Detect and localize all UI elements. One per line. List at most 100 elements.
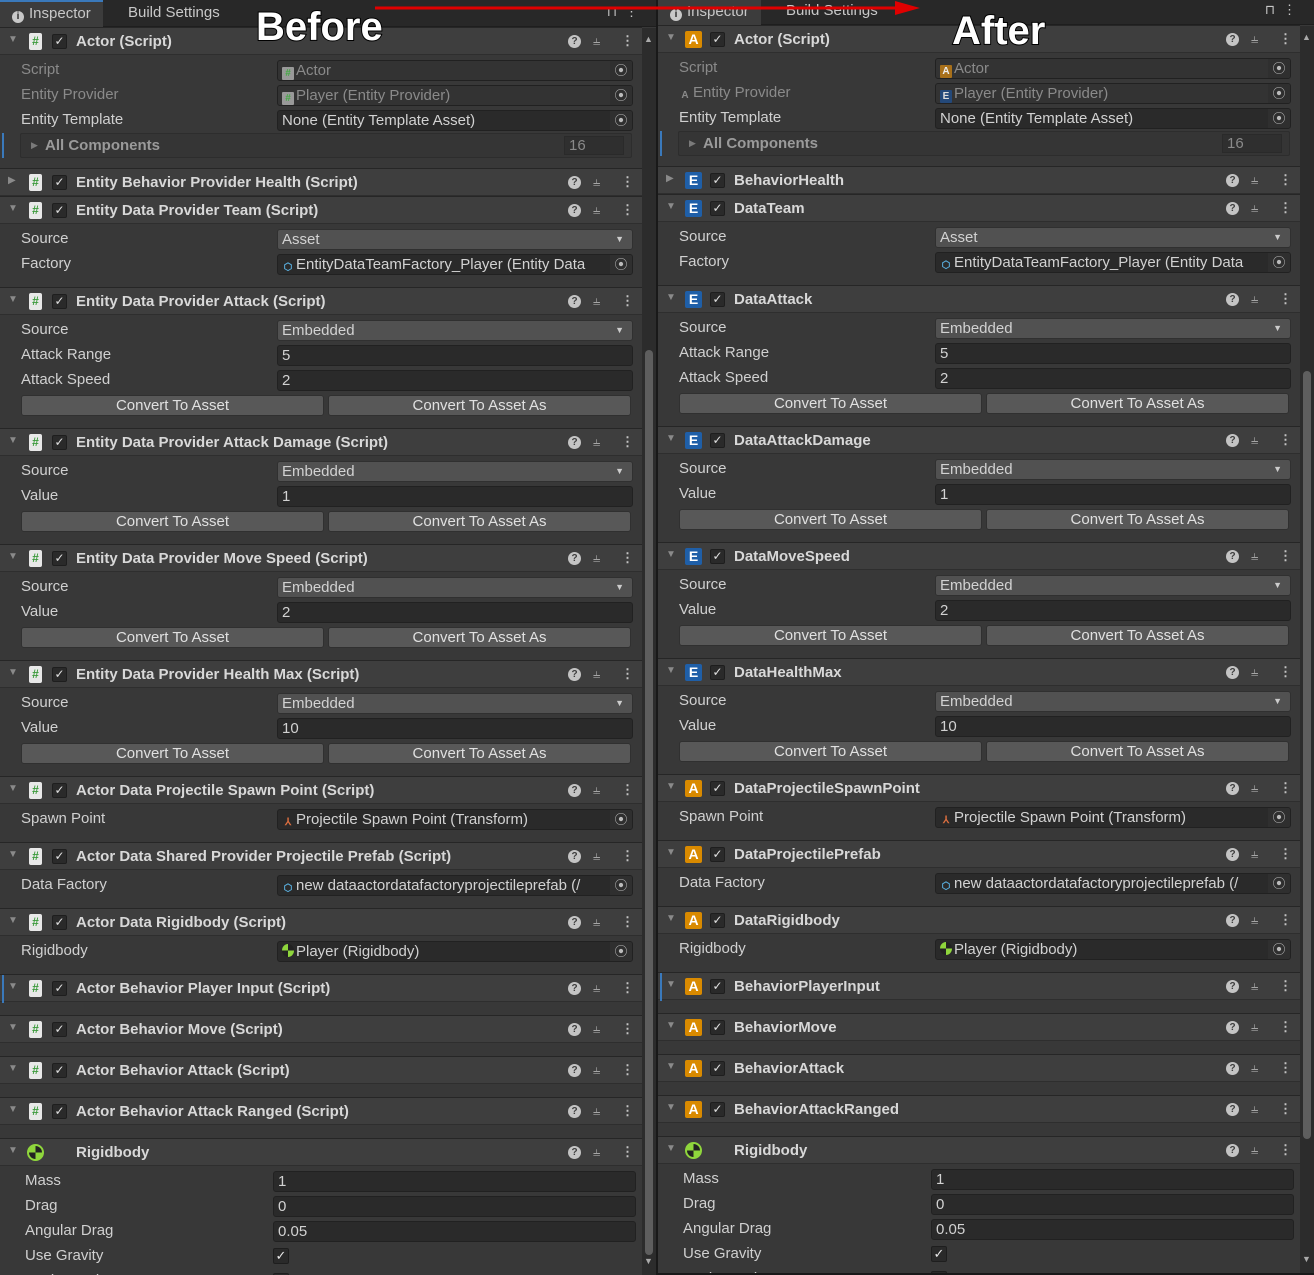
component-menu-icon[interactable]: ⋮ [621, 202, 634, 217]
scrollbar-thumb[interactable] [1303, 371, 1311, 1139]
component-menu-icon[interactable]: ⋮ [1279, 1019, 1292, 1034]
enabled-checkbox[interactable]: ✓ [710, 979, 725, 994]
presets-icon[interactable]: ⫨ [1251, 780, 1259, 795]
foldout-expanded-icon[interactable]: ▼ [8, 551, 18, 562]
object-picker-icon[interactable]: ⦿ [1268, 874, 1290, 893]
help-icon[interactable]: ? [1226, 202, 1239, 215]
enabled-checkbox[interactable]: ✓ [710, 781, 725, 796]
help-icon[interactable]: ? [1226, 434, 1239, 447]
component-header[interactable]: ▼ # ✓ Actor Behavior Attack (Script) ? ⫨ ⋮ [0, 1056, 642, 1084]
number-field[interactable]: 1 [273, 1171, 636, 1192]
tab-build-settings[interactable]: Build Settings [128, 4, 220, 21]
component-header[interactable]: ▼ Rigidbody ? ⫨ ⋮ [0, 1138, 642, 1166]
component-menu-icon[interactable]: ⋮ [621, 1021, 634, 1036]
help-icon[interactable]: ? [568, 436, 581, 449]
presets-icon[interactable]: ⫨ [593, 202, 601, 217]
help-icon[interactable]: ? [568, 176, 581, 189]
convert-to-asset-button[interactable]: Convert To Asset [679, 625, 982, 646]
object-field[interactable]: Player (Rigidbody) ⦿ [935, 939, 1291, 960]
help-icon[interactable]: ? [1226, 782, 1239, 795]
foldout-collapsed-icon[interactable]: ▶ [666, 173, 674, 184]
enabled-checkbox[interactable]: ✓ [710, 1102, 725, 1117]
object-picker-icon[interactable]: ⦿ [1268, 109, 1290, 128]
presets-icon[interactable]: ⫨ [593, 782, 601, 797]
foldout-expanded-icon[interactable]: ▼ [8, 981, 18, 992]
component-menu-icon[interactable]: ⋮ [1279, 200, 1292, 215]
component-header[interactable]: ▶ E ✓ BehaviorHealth ? ⫨ ⋮ [658, 166, 1300, 194]
source-dropdown[interactable]: Asset ▼ [277, 229, 633, 250]
presets-icon[interactable]: ⫨ [593, 666, 601, 681]
presets-icon[interactable]: ⫨ [593, 33, 601, 48]
component-menu-icon[interactable]: ⋮ [621, 33, 634, 48]
foldout-expanded-icon[interactable]: ▼ [8, 915, 18, 926]
enabled-checkbox[interactable]: ✓ [710, 173, 725, 188]
presets-icon[interactable]: ⫨ [1251, 1019, 1259, 1034]
enabled-checkbox[interactable]: ✓ [710, 433, 725, 448]
enabled-checkbox[interactable]: ✓ [52, 203, 67, 218]
object-picker-icon[interactable]: ⦿ [610, 876, 632, 895]
foldout-expanded-icon[interactable]: ▼ [8, 849, 18, 860]
object-picker-icon[interactable]: ⦿ [1268, 59, 1290, 78]
object-field[interactable]: Player (Rigidbody) ⦿ [277, 941, 633, 962]
foldout-expanded-icon[interactable]: ▼ [666, 665, 676, 676]
component-menu-icon[interactable]: ⋮ [1279, 978, 1292, 993]
component-header[interactable]: ▼ Rigidbody ? ⫨ ⋮ [658, 1136, 1300, 1164]
object-field[interactable]: ⬡ EntityDataTeamFactory_Player (Entity Da… [277, 254, 633, 275]
component-header[interactable]: ▼ A ✓ BehaviorMove ? ⫨ ⋮ [658, 1013, 1300, 1041]
enabled-checkbox[interactable]: ✓ [52, 1063, 67, 1078]
component-header[interactable]: ▼ A ✓ Actor (Script) ? ⫨ ⋮ [658, 25, 1300, 53]
scroll-down-icon[interactable]: ▼ [1302, 1254, 1311, 1264]
scroll-down-icon[interactable]: ▼ [644, 1256, 653, 1266]
component-menu-icon[interactable]: ⋮ [1279, 548, 1292, 563]
foldout-expanded-icon[interactable]: ▼ [666, 1102, 676, 1113]
presets-icon[interactable]: ⫨ [593, 1021, 601, 1036]
foldout-expanded-icon[interactable]: ▼ [8, 667, 18, 678]
foldout-expanded-icon[interactable]: ▼ [8, 1022, 18, 1033]
number-field[interactable]: 5 [935, 343, 1291, 364]
component-header[interactable]: ▼ # ✓ Entity Data Provider Attack (Scrip… [0, 287, 642, 315]
object-field[interactable]: ⬡ EntityDataTeamFactory_Player (Entity Da… [935, 252, 1291, 273]
enabled-checkbox[interactable]: ✓ [52, 667, 67, 682]
presets-icon[interactable]: ⫨ [1251, 548, 1259, 563]
presets-icon[interactable]: ⫨ [1251, 31, 1259, 46]
component-menu-icon[interactable]: ⋮ [1279, 912, 1292, 927]
component-header[interactable]: ▶ # ✓ Entity Behavior Provider Health (S… [0, 168, 642, 196]
help-icon[interactable]: ? [1226, 1144, 1239, 1157]
kebab-menu-icon[interactable]: ⋮ [1283, 2, 1304, 17]
number-field[interactable]: 2 [277, 370, 633, 391]
source-dropdown[interactable]: Embedded ▼ [277, 577, 633, 598]
number-field[interactable]: 10 [277, 718, 633, 739]
foldout-expanded-icon[interactable]: ▼ [666, 201, 676, 212]
number-field[interactable]: 2 [277, 602, 633, 623]
foldout-expanded-icon[interactable]: ▼ [8, 1063, 18, 1074]
number-field[interactable]: 0 [273, 1196, 636, 1217]
foldout-expanded-icon[interactable]: ▼ [8, 34, 18, 45]
help-icon[interactable]: ? [1226, 550, 1239, 563]
presets-icon[interactable]: ⫨ [1251, 1142, 1259, 1157]
enabled-checkbox[interactable]: ✓ [52, 551, 67, 566]
foldout-expanded-icon[interactable]: ▼ [8, 783, 18, 794]
presets-icon[interactable]: ⫨ [593, 914, 601, 929]
component-menu-icon[interactable]: ⋮ [621, 848, 634, 863]
component-menu-icon[interactable]: ⋮ [1279, 291, 1292, 306]
number-field[interactable]: 1 [277, 486, 633, 507]
number-field[interactable]: 5 [277, 345, 633, 366]
checkbox[interactable]: ✓ [931, 1246, 947, 1262]
component-header[interactable]: ▼ A ✓ BehaviorAttackRanged ? ⫨ ⋮ [658, 1095, 1300, 1123]
enabled-checkbox[interactable]: ✓ [710, 201, 725, 216]
component-menu-icon[interactable]: ⋮ [621, 434, 634, 449]
presets-icon[interactable]: ⫨ [1251, 846, 1259, 861]
convert-to-asset-as-button[interactable]: Convert To Asset As [328, 511, 631, 532]
enabled-checkbox[interactable]: ✓ [710, 1020, 725, 1035]
component-header[interactable]: ▼ # ✓ Actor Data Shared Provider Project… [0, 842, 642, 870]
enabled-checkbox[interactable]: ✓ [52, 1104, 67, 1119]
enabled-checkbox[interactable]: ✓ [52, 435, 67, 450]
component-menu-icon[interactable]: ⋮ [621, 782, 634, 797]
component-menu-icon[interactable]: ⋮ [1279, 1101, 1292, 1116]
scroll-up-icon[interactable]: ▲ [1302, 32, 1311, 42]
object-field[interactable]: ⅄ Projectile Spawn Point (Transform) ⦿ [935, 807, 1291, 828]
help-icon[interactable]: ? [1226, 1062, 1239, 1075]
presets-icon[interactable]: ⫨ [1251, 664, 1259, 679]
tab-inspector[interactable]: i Inspector [0, 0, 103, 27]
object-field[interactable]: E Player (Entity Provider) ⦿ [935, 83, 1291, 104]
